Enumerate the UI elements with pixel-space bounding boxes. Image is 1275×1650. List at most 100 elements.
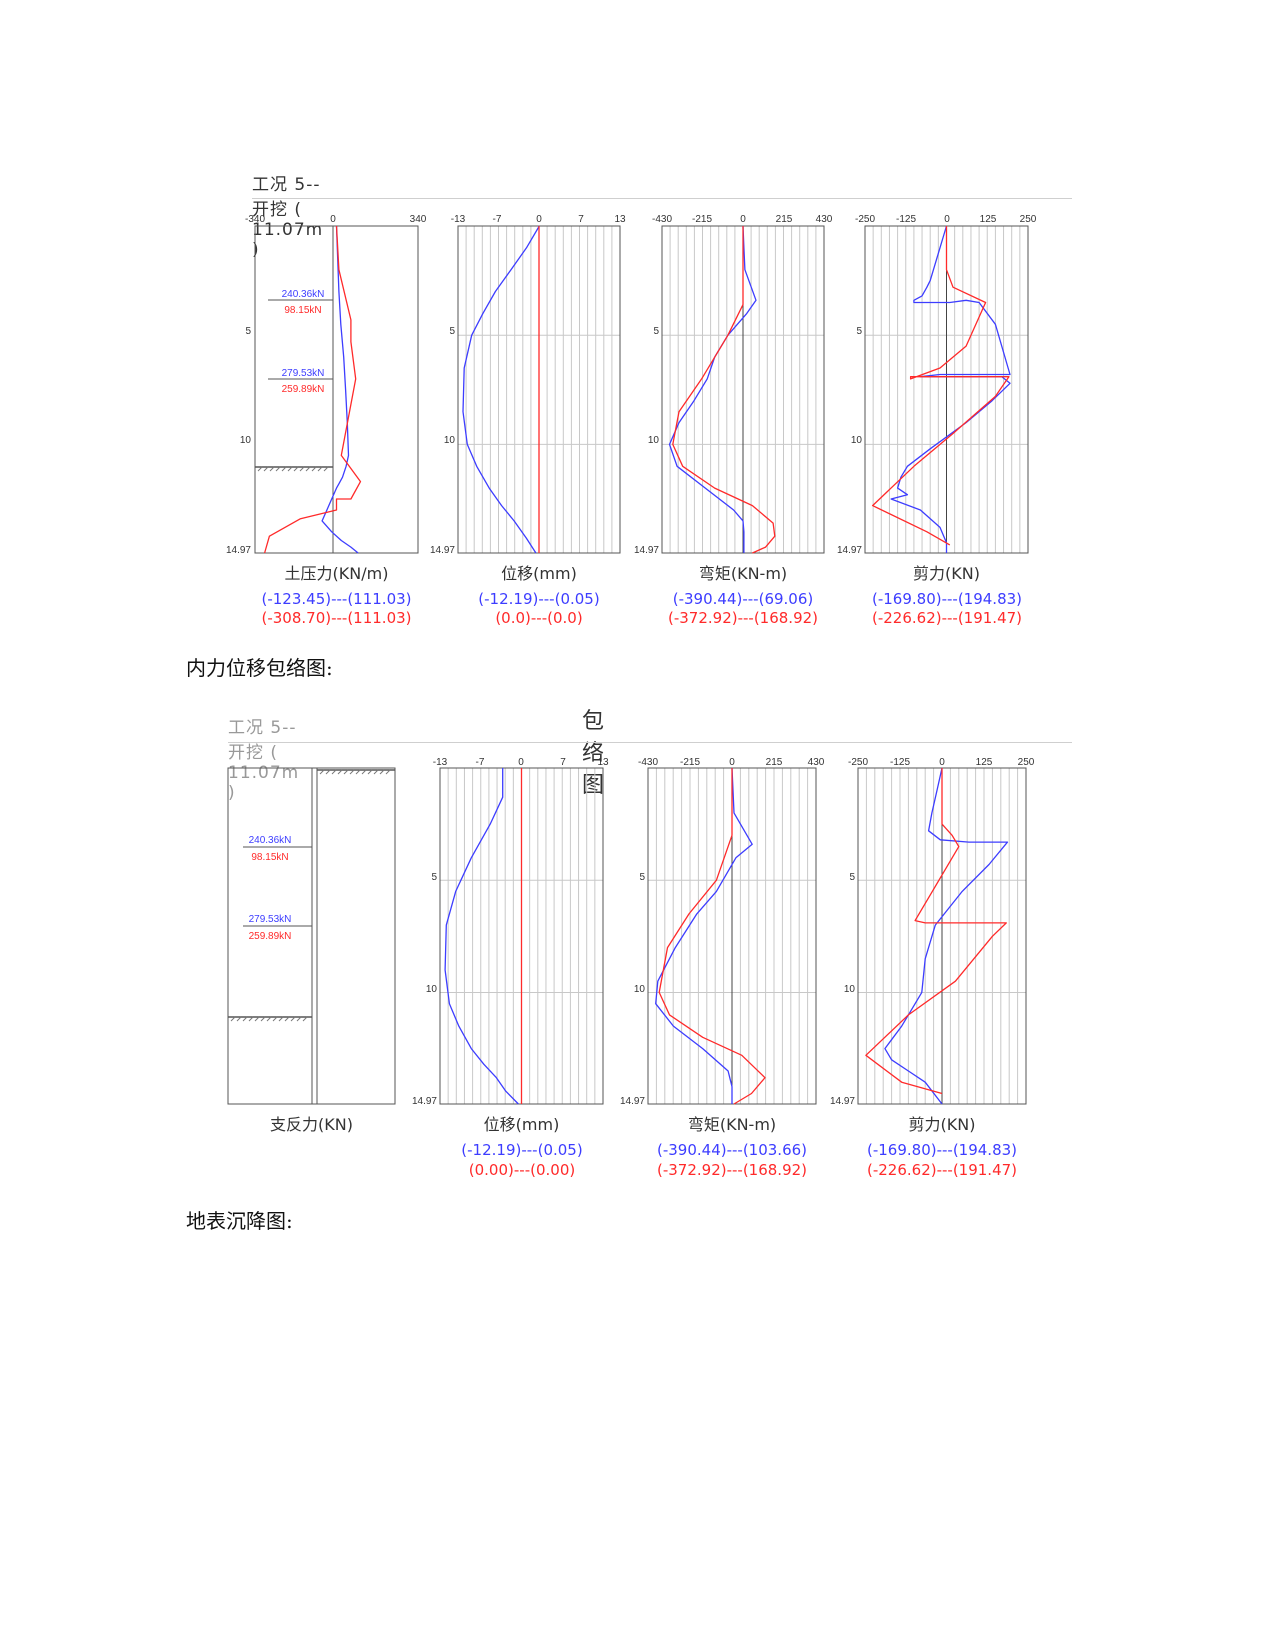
support-title: 支反力(KN) xyxy=(270,1115,353,1134)
tick-label: -13 xyxy=(433,757,448,768)
moment-range-red: (-372.92)---(168.92) xyxy=(667,609,819,627)
disp-chart: -13 -7 0 7 13 5 10 14.97 xyxy=(430,214,626,556)
env-shear-chart: -250 -125 0 125 250 5 10 14.97 xyxy=(830,757,1035,1107)
moment-title: 弯矩(KN-m) xyxy=(698,564,788,583)
pressure-curves xyxy=(263,225,362,554)
env-moment-chart: -430 -215 0 215 430 5 10 14.97 xyxy=(620,757,825,1107)
env-moment-curves xyxy=(655,767,766,1105)
env-shear-grid xyxy=(857,767,1027,1105)
blue-series-line xyxy=(444,768,519,1105)
pressure-range-red: (-308.70)---(111.03) xyxy=(261,609,412,627)
tick-label: 7 xyxy=(578,214,584,225)
depth-label: 14.97 xyxy=(620,1096,645,1107)
support1-red-label: 98.15kN xyxy=(251,852,288,863)
env-shear-curves xyxy=(865,767,1009,1105)
red-series-line xyxy=(263,225,362,554)
tick-label: -430 xyxy=(638,757,658,768)
blue-series-line xyxy=(462,225,540,554)
tick-label: 215 xyxy=(766,757,783,768)
disp-grid xyxy=(457,225,621,554)
disp-range-blue: (-12.19)---(0.05) xyxy=(478,590,600,608)
depth-label: 10 xyxy=(634,984,646,995)
tick-label: 0 xyxy=(939,757,945,768)
tick-label: 0 xyxy=(536,214,542,225)
support1-blue-label: 240.36kN xyxy=(249,835,292,846)
shear-range-blue: (-169.80)---(194.83) xyxy=(871,590,1023,608)
red-series-line xyxy=(871,226,1010,546)
depth-label: 5 xyxy=(431,872,437,883)
depth-label: 5 xyxy=(849,872,855,883)
env-moment-range-blue: (-390.44)---(103.66) xyxy=(656,1141,808,1159)
tick-label: 13 xyxy=(597,757,609,768)
red-series-line xyxy=(865,768,1007,1095)
depth-label: 14.97 xyxy=(830,1096,855,1107)
tick-label: -215 xyxy=(692,214,712,225)
env-moment-title: 弯矩(KN-m) xyxy=(687,1115,777,1134)
disp-curves xyxy=(462,225,540,554)
tick-label: 250 xyxy=(1020,214,1037,225)
title-rule xyxy=(252,198,1072,199)
depth-label: 10 xyxy=(240,435,252,446)
excavation-hatch xyxy=(257,466,329,472)
blue-series-line xyxy=(321,225,359,554)
ground-hatch xyxy=(319,769,391,775)
blue-series-line xyxy=(884,767,1009,1105)
support1-red-label: 98.15kN xyxy=(284,305,321,316)
settlement-heading: 地表沉降图: xyxy=(186,1209,293,1233)
red-series-line xyxy=(672,226,776,554)
env-disp-curves xyxy=(444,768,523,1105)
tick-label: 125 xyxy=(976,757,993,768)
blue-series-line xyxy=(655,767,753,1104)
tick-label: 0 xyxy=(740,214,746,225)
env-disp-range-red: (0.00)---(0.00) xyxy=(468,1161,576,1179)
tick-label: 0 xyxy=(944,214,950,225)
env-moment-range-red: (-372.92)---(168.92) xyxy=(656,1161,808,1179)
red-series-line xyxy=(658,768,766,1105)
shear-grid xyxy=(864,225,1029,554)
support2-blue-label: 279.53kN xyxy=(249,914,292,925)
tick-label: 0 xyxy=(518,757,524,768)
excavation-hatch xyxy=(230,1016,308,1022)
depth-label: 14.97 xyxy=(412,1096,437,1107)
depth-label: 5 xyxy=(856,326,862,337)
depth-label: 10 xyxy=(648,435,660,446)
env-disp-range-blue: (-12.19)---(0.05) xyxy=(461,1141,583,1159)
tick-label: -7 xyxy=(476,757,485,768)
blue-series-line xyxy=(668,225,757,553)
tick-label: 430 xyxy=(816,214,833,225)
tick-label: 250 xyxy=(1018,757,1035,768)
disp-title: 位移(mm) xyxy=(501,564,577,583)
tick-label: 125 xyxy=(980,214,997,225)
tick-label: -13 xyxy=(451,214,466,225)
tick-label: 0 xyxy=(729,757,735,768)
depth-label: 10 xyxy=(851,435,863,446)
depth-label: 5 xyxy=(639,872,645,883)
depth-label: 10 xyxy=(426,984,438,995)
tick-label: 215 xyxy=(776,214,793,225)
tick-label: -125 xyxy=(896,214,916,225)
moment-chart: -430 -215 0 215 430 5 10 14.97 xyxy=(634,214,833,556)
env-shear-range-red: (-226.62)---(191.47) xyxy=(866,1161,1018,1179)
moment-range-blue: (-390.44)---(69.06) xyxy=(672,590,814,608)
moment-curves xyxy=(668,225,776,554)
shear-curves xyxy=(871,225,1011,553)
tick-label: -430 xyxy=(652,214,672,225)
support2-red-label: 259.89kN xyxy=(249,931,292,942)
tick-label: 340 xyxy=(410,214,427,225)
shear-range-red: (-226.62)---(191.47) xyxy=(871,609,1023,627)
support2-red-label: 259.89kN xyxy=(282,384,325,395)
tick-label: -250 xyxy=(848,757,868,768)
tick-label: 430 xyxy=(808,757,825,768)
depth-label: 14.97 xyxy=(634,545,659,556)
depth-label: 5 xyxy=(653,326,659,337)
env-disp-title: 位移(mm) xyxy=(483,1115,560,1134)
envelope-heading: 内力位移包络图: xyxy=(186,656,333,680)
depth-label: 10 xyxy=(444,435,456,446)
support2-blue-label: 279.53kN xyxy=(282,368,325,379)
depth-label: 10 xyxy=(844,984,856,995)
tick-label: -250 xyxy=(855,214,875,225)
tick-label: 13 xyxy=(614,214,626,225)
shear-chart: -250 -125 0 125 250 5 10 14.97 xyxy=(837,214,1037,556)
tick-label: 0 xyxy=(330,214,336,225)
tick-label: -7 xyxy=(493,214,502,225)
